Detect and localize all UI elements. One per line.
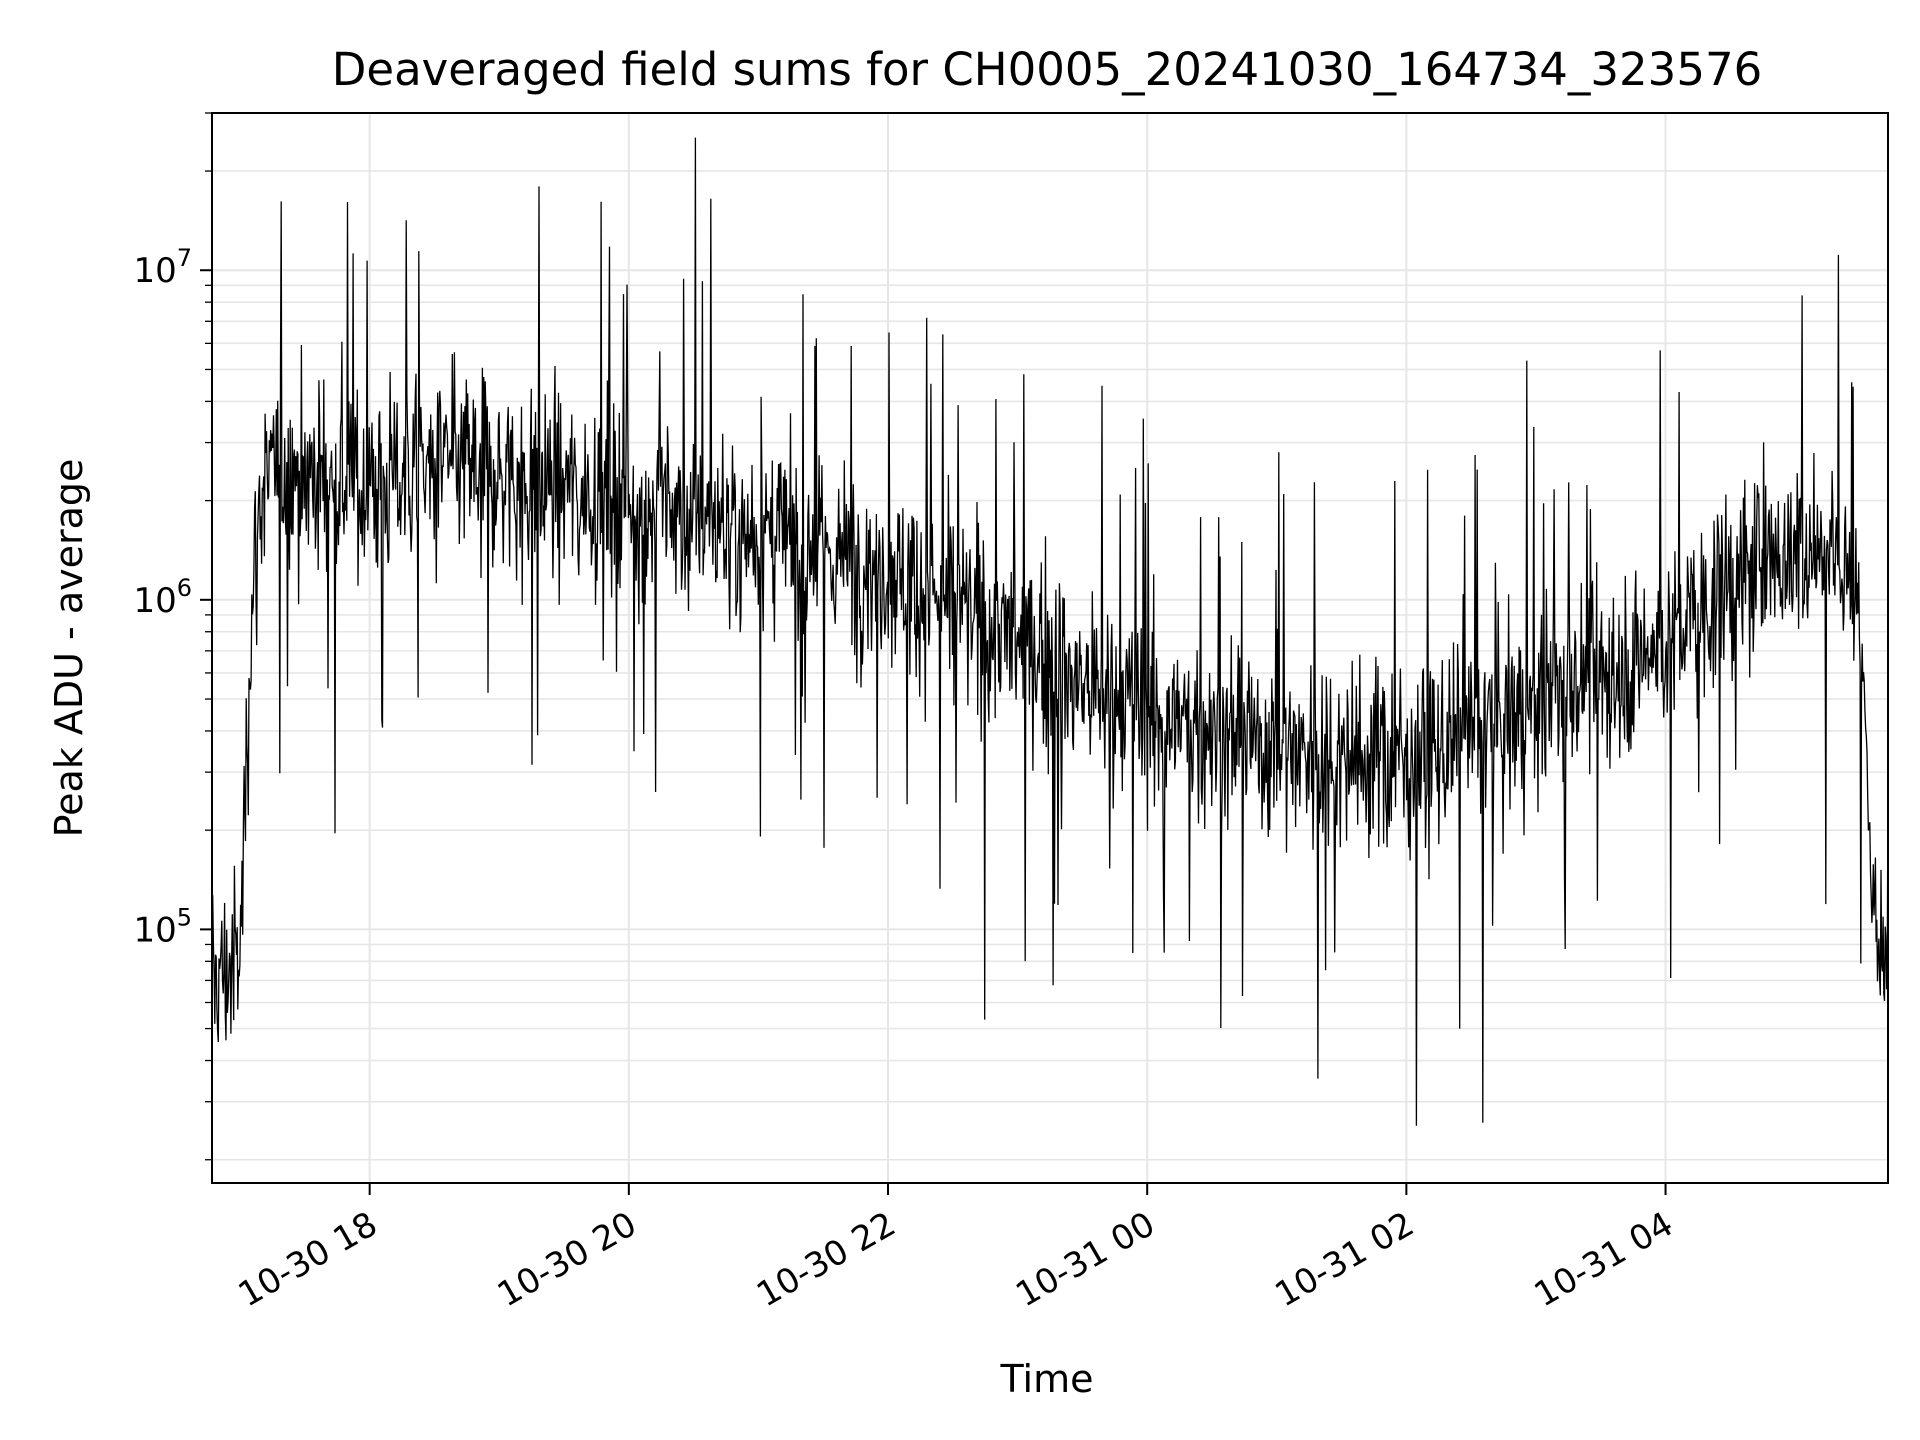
y-tick-label: 105: [133, 903, 192, 950]
y-tick-label: 107: [133, 244, 192, 291]
x-axis-label: Time: [1000, 1357, 1094, 1401]
y-tick-label: 106: [133, 574, 192, 621]
chart-title: Deaveraged field sums for CH0005_2024103…: [332, 43, 1762, 96]
grid: [212, 112, 1888, 1183]
plot-frame: [211, 112, 1889, 1184]
series-line: [211, 137, 1889, 1126]
y-axis-label: Peak ADU - average: [47, 459, 91, 838]
